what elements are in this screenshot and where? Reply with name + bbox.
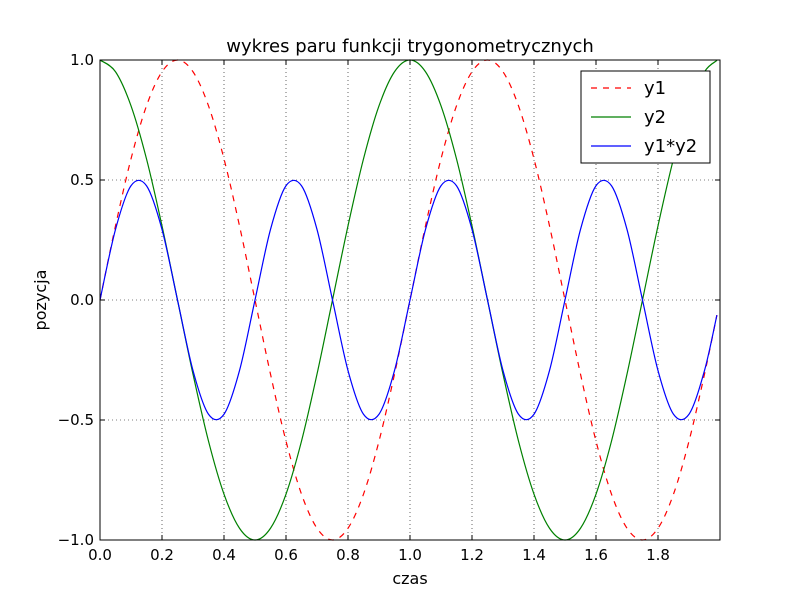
legend-label: y2 [644,107,666,128]
legend-label: y1 [644,78,666,99]
y-tick-label: 0.0 [70,291,94,309]
series-line-y1-y2 [99,179,718,421]
x-tick-label: 1.2 [460,546,484,564]
ticks: 0.0 0.2 0.4 0.6 0.8 1.0 1.2 1.4 1.6 1.8 −1.0 −0.5 0.… [58,51,720,564]
x-tick-label: 0.2 [150,546,174,564]
y-axis-title: pozycja [31,270,50,331]
x-tick-label: 1.4 [522,546,546,564]
chart-title: wykres paru funkcji trygonometrycznych [226,36,594,57]
x-tick-label: 0.0 [88,546,112,564]
x-axis-title: czas [392,569,427,588]
y-tick-label: 1.0 [70,51,94,69]
series-line-y1 [99,59,718,541]
x-tick-label: 0.4 [212,546,236,564]
legend: y1 y2 y1*y2 [580,70,711,164]
x-tick-label: 0.6 [274,546,298,564]
x-tick-label: 1.8 [646,546,670,564]
legend-label: y1*y2 [644,136,697,157]
y-tick-label: 0.5 [70,171,94,189]
x-tick-label: 1.6 [584,546,608,564]
y-tick-label: −0.5 [58,411,94,429]
x-tick-label: 0.8 [336,546,360,564]
y-tick-label: −1.0 [58,531,94,549]
x-tick-label: 1.0 [398,546,422,564]
